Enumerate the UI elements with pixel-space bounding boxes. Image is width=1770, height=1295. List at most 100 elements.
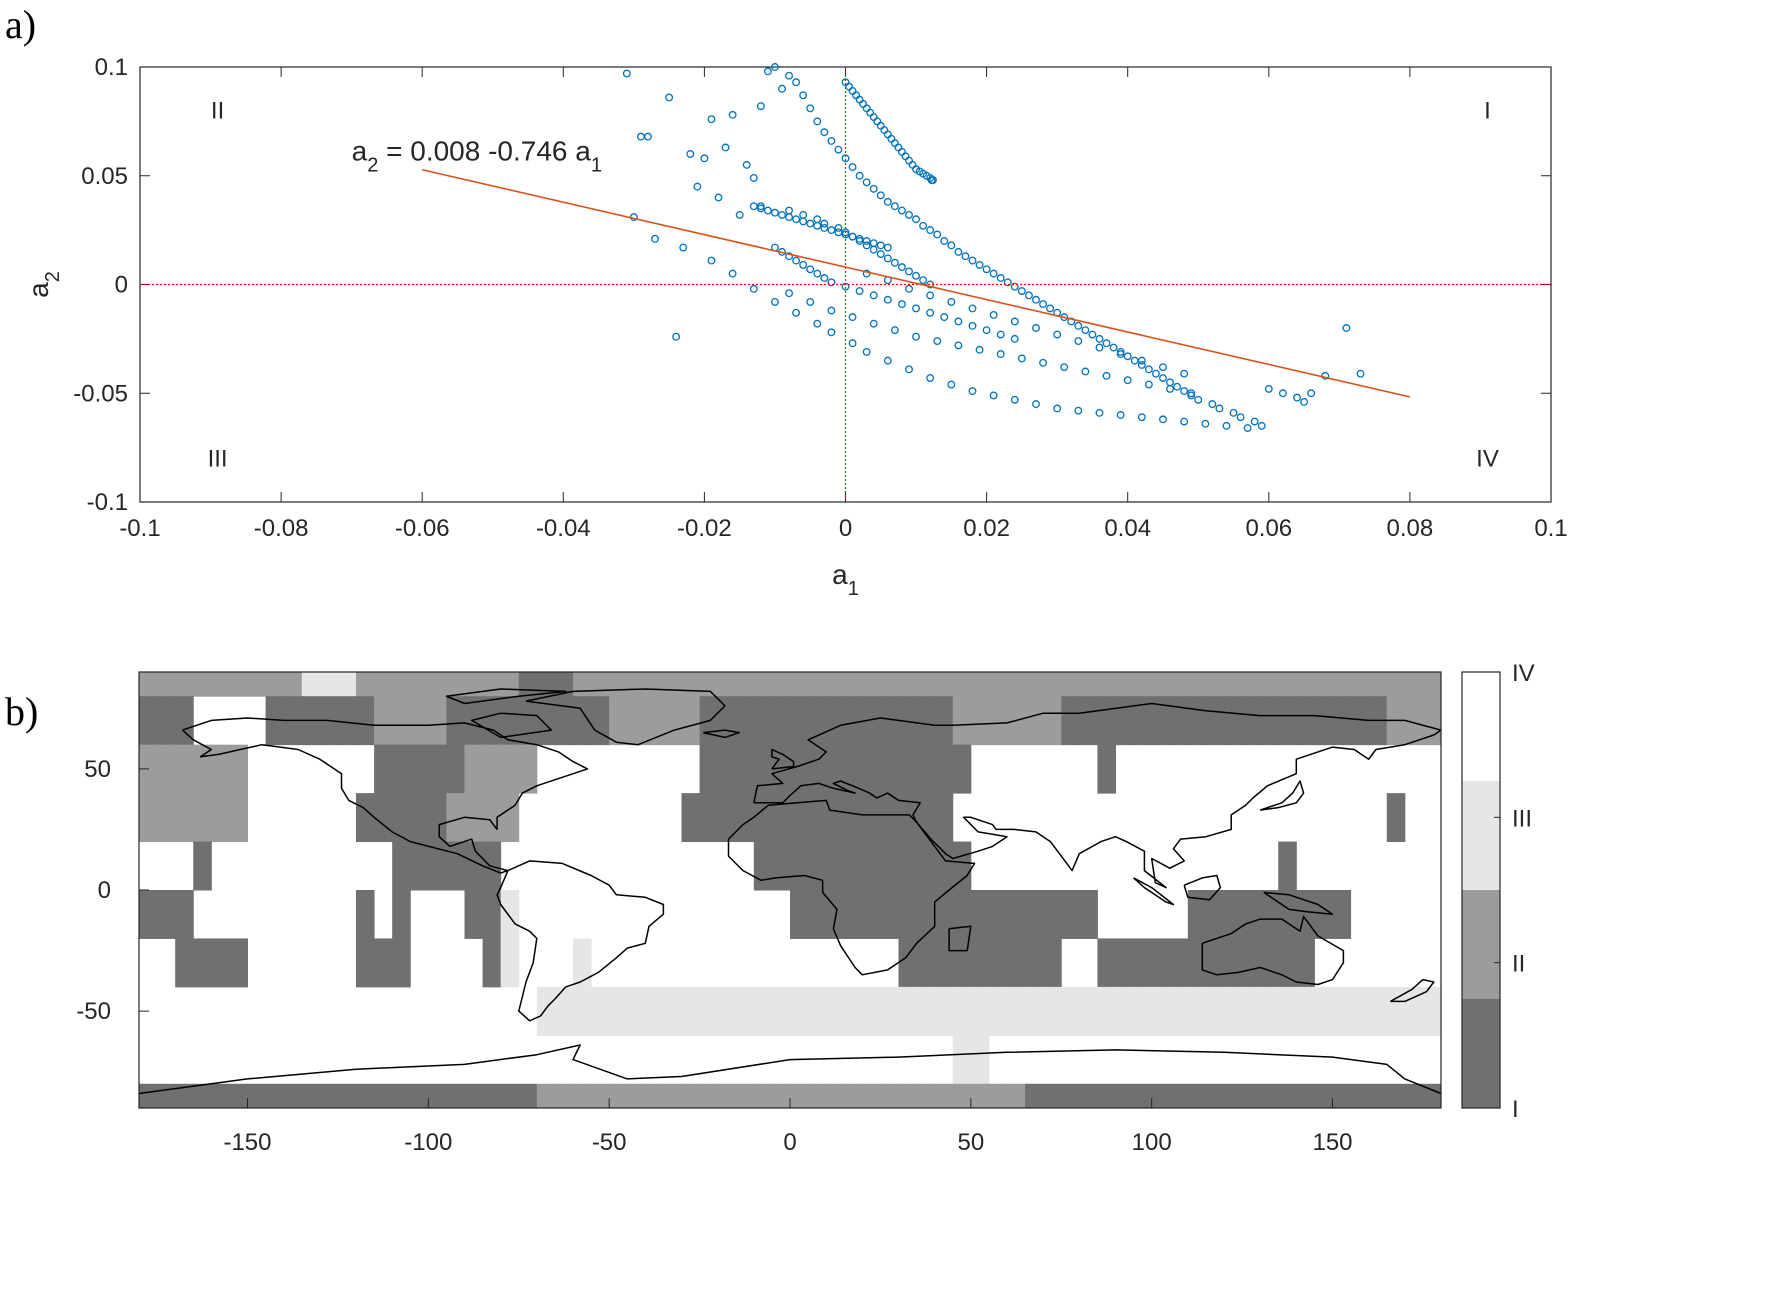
map-cell (392, 793, 411, 843)
map-cell (482, 890, 502, 939)
regression-equation-part: a (352, 136, 368, 167)
data-point (806, 219, 815, 228)
map-cell (193, 744, 212, 794)
data-point (1187, 391, 1196, 400)
data-point (926, 291, 935, 300)
map-cell (265, 672, 285, 697)
map-cell (374, 672, 393, 697)
x-axis-label-sub: 1 (848, 578, 859, 600)
map-cell (1422, 986, 1442, 1036)
coastline-borneo (1183, 874, 1222, 901)
data-point (862, 241, 871, 250)
map-cell (862, 841, 881, 891)
data-point (989, 269, 998, 278)
map-cell (283, 1083, 303, 1109)
map-cell (808, 890, 827, 939)
map-cell (1296, 890, 1315, 939)
data-point (912, 332, 920, 341)
data-point (1208, 400, 1217, 409)
longitude-tick-label: -50 (592, 1129, 627, 1156)
data-point (855, 171, 864, 180)
map-cell (790, 696, 809, 746)
map-cell (1386, 1083, 1406, 1109)
map-cell (157, 1083, 176, 1109)
panel-a-label: a) (5, 2, 36, 47)
map-cell (1260, 986, 1279, 1036)
map-cell (1260, 672, 1279, 697)
data-point (883, 356, 892, 365)
map-cell (175, 938, 194, 988)
map-cell (428, 744, 447, 794)
map-cell (157, 696, 176, 746)
map-cell (157, 672, 176, 697)
data-point (961, 252, 970, 261)
map-cell (808, 1083, 827, 1109)
map-cell (1169, 696, 1189, 746)
map-cell (482, 744, 502, 794)
map-cell (970, 986, 990, 1036)
map-cell (1187, 1083, 1207, 1109)
map-cell (211, 938, 230, 988)
data-point (728, 269, 737, 278)
data-point (827, 136, 836, 145)
map-cell (862, 744, 881, 794)
data-point (806, 297, 815, 306)
map-cell (988, 1083, 1008, 1109)
regression-equation-sub: 1 (591, 155, 602, 177)
map-cell (844, 744, 863, 794)
map-cell (1368, 672, 1388, 697)
map-cell (663, 696, 682, 746)
data-point (1307, 389, 1316, 398)
map-cell (536, 1083, 556, 1109)
map-cell (1404, 696, 1424, 746)
coastline-ellesmere (445, 688, 567, 705)
data-point (883, 197, 892, 206)
data-point (834, 228, 843, 237)
data-point (848, 313, 857, 322)
map-cell (771, 793, 791, 843)
map-cell (1043, 696, 1062, 746)
map-cell (952, 696, 972, 746)
data-point (1173, 382, 1182, 391)
data-point (883, 254, 892, 263)
map-cell (1242, 672, 1261, 697)
data-point (883, 243, 892, 252)
map-cell (735, 986, 755, 1036)
map-cell (934, 1083, 954, 1109)
data-point (869, 319, 878, 328)
map-cell (1224, 696, 1243, 746)
data-point (1053, 330, 1062, 339)
map-cell (337, 1083, 357, 1109)
map-cell (627, 696, 646, 746)
data-point (806, 104, 815, 113)
map-cell (681, 793, 701, 843)
map-cell (175, 890, 194, 939)
map-cell (139, 1083, 158, 1109)
data-point (763, 206, 772, 215)
coastline-africa (727, 799, 976, 976)
data-point (820, 274, 829, 282)
map-cell (1187, 938, 1207, 988)
map-cell (428, 1083, 447, 1109)
data-point (1250, 417, 1259, 426)
map-cell (898, 890, 918, 939)
map-cell (1115, 696, 1135, 746)
scatter-axes: -0.1 -0.08 -0.06 -0.04 -0.02 0 0.02 0.04 0.06 0.0… (23, 54, 1568, 600)
map-cell (826, 696, 845, 746)
data-point (862, 178, 871, 187)
map-cell (446, 841, 465, 891)
data-point (735, 210, 744, 219)
data-point (813, 319, 822, 328)
map-cell (880, 986, 899, 1036)
map-cell (663, 672, 682, 697)
map-cell (735, 672, 755, 697)
data-point (749, 173, 758, 182)
map-cell (392, 890, 411, 939)
colorbar-segment (1462, 781, 1500, 890)
map-cell (627, 986, 646, 1036)
map-cell (1007, 1083, 1026, 1109)
coastline-eurasia (753, 702, 1442, 889)
data-point (749, 284, 758, 293)
data-point (1095, 343, 1104, 352)
map-cell (1097, 986, 1116, 1036)
